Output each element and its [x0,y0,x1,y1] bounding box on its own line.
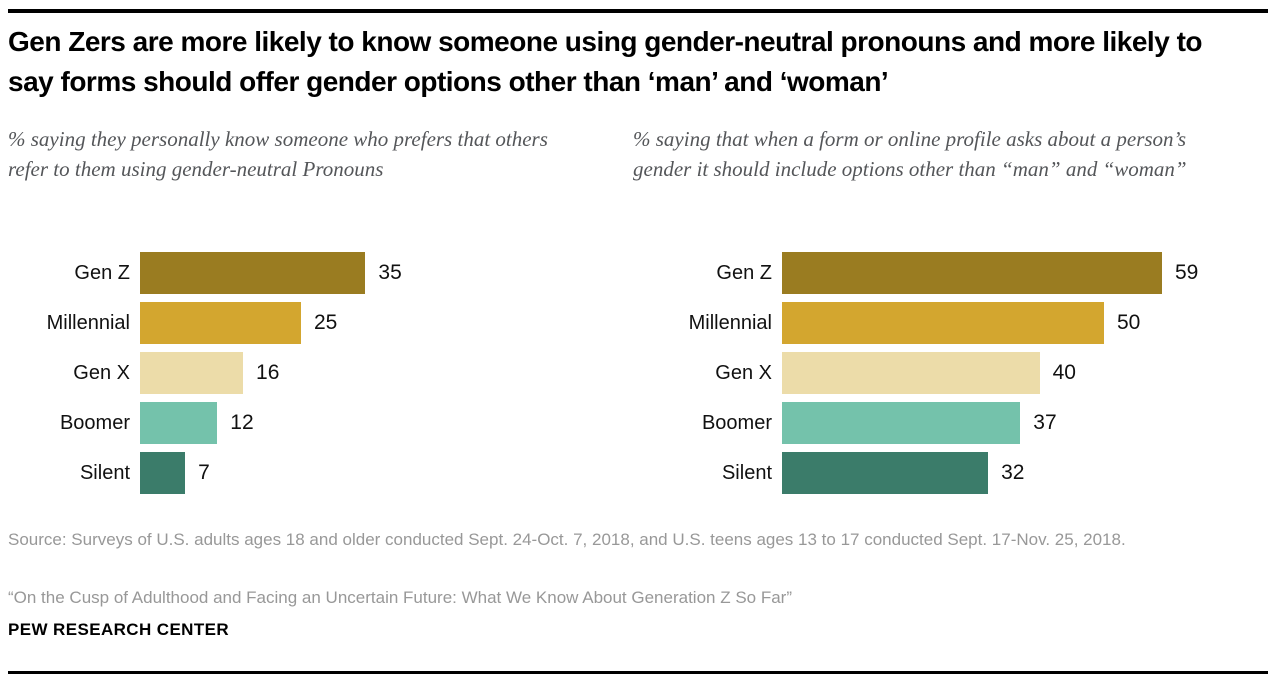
bar-gen-z [782,252,1162,294]
bar-row: Gen Z 59 [633,252,1198,294]
bar-silent [782,452,989,494]
category-label: Boomer [59,411,130,434]
category-label: Silent [79,461,130,484]
category-label: Gen X [73,361,130,384]
bar-row: Gen X 40 [633,352,1198,394]
bottom-rule [8,671,1268,674]
bar-row: Boomer 37 [633,402,1198,444]
bar-millennial [140,302,301,344]
bar-row: Millennial 25 [0,302,402,344]
category-label: Silent [721,461,772,484]
category-label: Gen X [715,361,772,384]
right-bar-chart: Gen Z 59 Millennial 50 Gen X 40 Boomer 37 Silent… [633,252,1198,502]
bar-boomer [782,402,1021,444]
bar-row: Silent 32 [633,452,1198,494]
bar-row: Millennial 50 [633,302,1198,344]
bar-row: Gen X 16 [0,352,402,394]
value-label: 59 [1174,261,1199,284]
bar-gen-x [782,352,1040,394]
category-label: Boomer [701,411,772,434]
top-rule [8,9,1268,13]
bar-boomer [140,402,218,444]
bar-gen-x [140,352,244,394]
value-label: 12 [230,411,254,434]
value-label: 7 [198,461,210,484]
category-label: Gen Z [716,261,772,284]
pew-research-center-wordmark: PEW RESEARCH CENTER [8,620,230,639]
value-label: 37 [1033,411,1057,434]
category-label: Millennial [46,311,130,334]
value-label: 40 [1052,361,1076,384]
chart-title: Gen Zers are more likely to know someone… [8,26,1203,97]
right-chart-subtitle: % saying that when a form or online prof… [633,127,1187,181]
bar-gen-z [140,252,366,294]
value-label: 16 [256,361,280,384]
category-label: Millennial [688,311,772,334]
bar-row: Boomer 12 [0,402,402,444]
source-note: Source: Surveys of U.S. adults ages 18 a… [8,530,1126,549]
value-label: 32 [1001,461,1025,484]
bar-row: Silent 7 [0,452,402,494]
left-chart-subtitle: % saying they personally know someone wh… [8,127,548,181]
bar-millennial [782,302,1104,344]
bar-silent [140,452,186,494]
category-label: Gen Z [74,261,130,284]
left-bar-chart: Gen Z 35 Millennial 25 Gen X 16 Boomer 12 Silent… [0,252,402,502]
report-title-note: “On the Cusp of Adulthood and Facing an … [8,588,793,607]
value-label: 50 [1117,311,1141,334]
value-label: 35 [378,261,402,284]
value-label: 25 [314,311,338,334]
bar-row: Gen Z 35 [0,252,402,294]
